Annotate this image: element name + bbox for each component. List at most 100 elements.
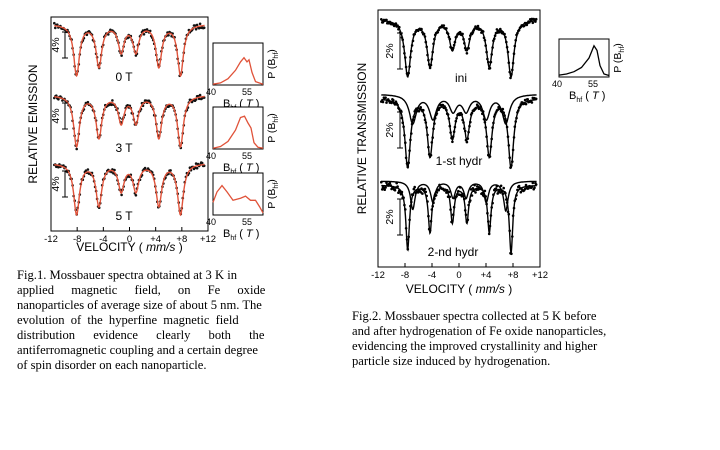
data-point bbox=[393, 188, 397, 192]
x-tick-label: -8 bbox=[401, 270, 409, 281]
data-point bbox=[134, 194, 138, 197]
data-point bbox=[494, 187, 498, 190]
spectrum-0T bbox=[53, 21, 206, 78]
x-tick-label: -4 bbox=[99, 234, 107, 245]
data-point bbox=[202, 26, 206, 30]
inset-tick-label: 55 bbox=[242, 87, 252, 97]
data-point bbox=[395, 181, 398, 185]
x-tick-label: +8 bbox=[508, 270, 519, 281]
series-label: ini bbox=[455, 71, 467, 85]
data-point bbox=[526, 98, 529, 101]
data-point bbox=[465, 52, 469, 55]
x-tick-label: 0 bbox=[127, 234, 132, 245]
data-point bbox=[481, 191, 484, 195]
inset-tick-label: 40 bbox=[206, 151, 216, 161]
x-tick-label: +12 bbox=[532, 270, 548, 281]
data-point bbox=[384, 96, 387, 99]
data-point bbox=[380, 180, 383, 184]
x-tick-label: +4 bbox=[150, 234, 161, 245]
data-point bbox=[483, 189, 487, 193]
data-point bbox=[120, 193, 123, 197]
x-tick-label: -4 bbox=[428, 270, 436, 281]
data-point bbox=[499, 191, 502, 194]
data-point bbox=[198, 93, 202, 97]
data-point bbox=[413, 185, 416, 189]
data-point bbox=[383, 188, 386, 191]
data-point bbox=[197, 26, 201, 30]
data-point bbox=[479, 105, 482, 108]
y-axis-label: RELATIVE EMISSION bbox=[26, 64, 40, 183]
inset-x-label: Bhf ( T ) bbox=[223, 228, 259, 242]
data-point bbox=[417, 109, 421, 113]
data-point bbox=[194, 162, 198, 165]
distribution-curve bbox=[212, 115, 264, 149]
data-point bbox=[195, 23, 199, 27]
fit-line bbox=[381, 94, 537, 125]
data-point bbox=[141, 29, 145, 32]
figure-1: 0 T 4% 3 T 4% 5 T 4% -12 -8 -4 0 +4 +8 +12 VELOCITY (… bbox=[20, 10, 340, 265]
data-point bbox=[531, 21, 535, 25]
caption-line: Fig.2. Mossbauer spectra collected at 5 … bbox=[352, 309, 597, 323]
data-point bbox=[144, 99, 148, 102]
fit-line bbox=[381, 98, 537, 170]
caption-line: antiferromagnetic coupling and a certain… bbox=[17, 343, 258, 357]
data-point bbox=[495, 184, 499, 188]
data-point bbox=[197, 97, 201, 101]
data-point bbox=[458, 186, 462, 189]
spectrum-3T bbox=[53, 93, 206, 151]
plot-frame bbox=[377, 9, 541, 268]
data-point bbox=[110, 170, 113, 174]
data-point bbox=[519, 190, 523, 194]
data-point bbox=[143, 166, 147, 170]
data-point bbox=[110, 103, 113, 107]
inset-tick-label: 40 bbox=[206, 217, 216, 227]
fit-line bbox=[381, 180, 537, 213]
data-point bbox=[412, 187, 416, 191]
data-point bbox=[502, 186, 505, 190]
data-point bbox=[381, 100, 385, 104]
x-tick-label: -8 bbox=[73, 234, 81, 245]
x-axis-label: VELOCITY ( mm/s ) bbox=[76, 240, 182, 254]
spectrum-2-ndhydr bbox=[380, 180, 538, 256]
inset-tick-label: 40 bbox=[552, 79, 562, 89]
data-point bbox=[384, 186, 387, 189]
scale-label: 4% bbox=[50, 176, 62, 191]
data-point bbox=[381, 21, 385, 24]
data-point bbox=[194, 27, 198, 31]
data-point bbox=[84, 169, 88, 172]
data-point bbox=[167, 34, 170, 37]
data-point bbox=[392, 98, 395, 102]
x-axis-label: VELOCITY ( mm/s ) bbox=[406, 282, 512, 296]
spectrum-5T bbox=[53, 161, 206, 217]
series-label: 1-st hydr bbox=[436, 154, 483, 168]
inset-tick-label: 40 bbox=[206, 87, 216, 97]
y-axis-label: RELATIVE TRANSMISSION bbox=[355, 63, 369, 215]
figure-2-chart: 2% 2% 2% ini 1-st hydr 2-nd hydr -12 -8 -4 0 +4 +8 +… bbox=[355, 9, 626, 296]
scale-label: 2% bbox=[384, 122, 396, 137]
data-point bbox=[442, 24, 446, 27]
inset-frame bbox=[212, 106, 264, 150]
data-point bbox=[86, 168, 90, 171]
x-tick-label: +8 bbox=[176, 234, 187, 245]
data-point bbox=[195, 166, 199, 170]
inset-frame bbox=[212, 42, 264, 86]
component-line bbox=[381, 180, 537, 213]
distribution-curve bbox=[212, 56, 264, 85]
scale-label: 2% bbox=[384, 43, 396, 58]
fit-line bbox=[54, 163, 205, 217]
data-point bbox=[388, 181, 392, 185]
data-point bbox=[476, 24, 480, 28]
series-label: 2-nd hydr bbox=[428, 245, 479, 259]
data-point bbox=[380, 188, 384, 191]
figure-1-caption: Fig.1. Mossbauer spectra obtained at 3 K… bbox=[17, 268, 331, 373]
data-point bbox=[423, 187, 427, 191]
data-point bbox=[524, 183, 528, 187]
inset-tick-label: 55 bbox=[242, 217, 252, 227]
inset-frame bbox=[212, 172, 264, 216]
data-point bbox=[198, 22, 202, 26]
data-point bbox=[434, 194, 438, 197]
